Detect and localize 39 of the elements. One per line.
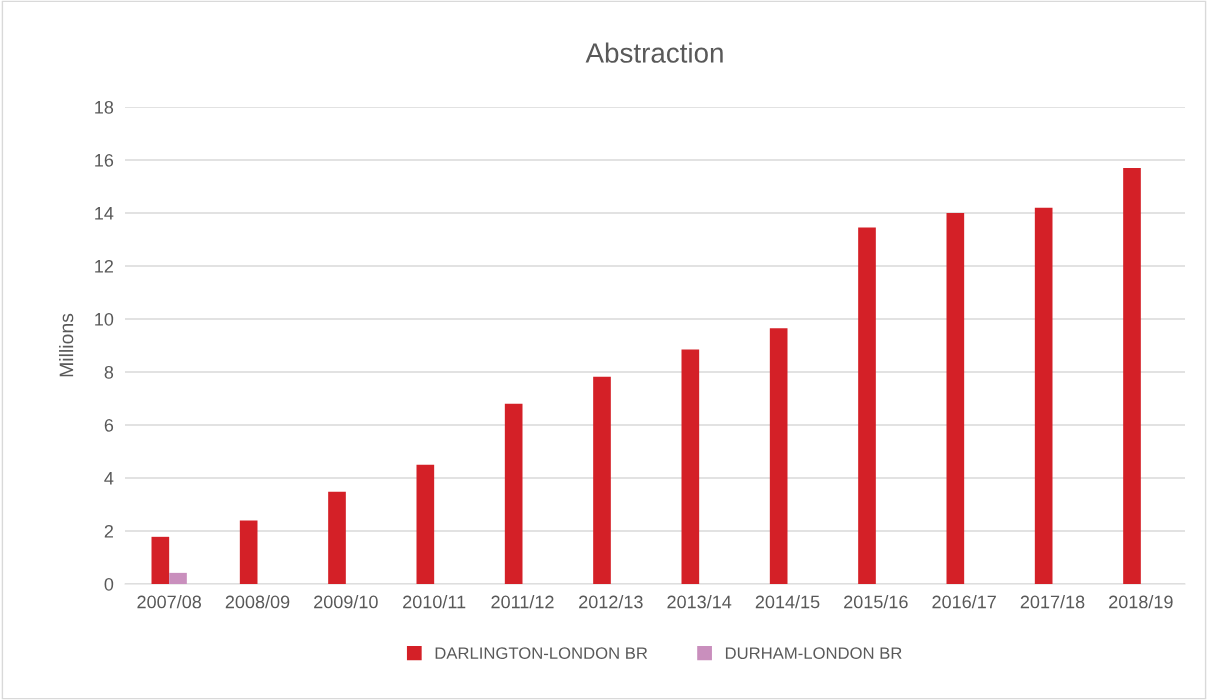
bar xyxy=(946,213,965,584)
legend-label: DARLINGTON-LONDON BR xyxy=(435,647,648,660)
x-tick-label: 2012/13 xyxy=(579,595,643,609)
x-tick-label: 2009/10 xyxy=(314,595,378,609)
y-tick-label: 6 xyxy=(104,418,114,432)
bar xyxy=(169,572,187,584)
y-tick-label: 16 xyxy=(95,153,114,167)
y-tick-label: 0 xyxy=(104,577,114,591)
x-tick-label: 2007/08 xyxy=(137,595,202,609)
x-tick-label: 2010/11 xyxy=(403,595,466,609)
y-tick-label: 18 xyxy=(95,100,114,114)
chart-title: Abstraction xyxy=(585,42,723,63)
x-tick-label: 2008/09 xyxy=(225,595,290,609)
y-tick-label: 10 xyxy=(95,312,114,326)
bar xyxy=(1123,167,1141,584)
x-tick-label: 2017/18 xyxy=(1020,595,1085,609)
bar xyxy=(681,349,700,584)
bar xyxy=(858,227,876,584)
bar xyxy=(504,403,523,584)
y-tick-label: 12 xyxy=(95,259,113,273)
x-tick-label: 2014/15 xyxy=(755,595,820,609)
x-tick-label: 2016/17 xyxy=(932,595,996,609)
x-tick-label: 2015/16 xyxy=(844,595,908,609)
y-tick-label: 14 xyxy=(95,207,114,220)
bar xyxy=(151,536,170,584)
bar xyxy=(1034,207,1053,584)
bar xyxy=(416,464,435,584)
x-tick-label: 2018/19 xyxy=(1109,595,1173,609)
bar xyxy=(328,491,346,584)
y-axis-title: Millions xyxy=(59,313,74,377)
y-tick-label: 8 xyxy=(104,365,114,379)
x-tick-label: 2013/14 xyxy=(667,595,732,609)
bar xyxy=(593,376,611,584)
legend-label: DURHAM-LONDON BR xyxy=(725,647,902,660)
bar xyxy=(769,328,788,584)
y-tick-label: 2 xyxy=(104,524,113,538)
x-tick-label: 2011/12 xyxy=(491,595,554,609)
bar xyxy=(239,520,258,584)
y-tick-label: 4 xyxy=(104,472,114,485)
